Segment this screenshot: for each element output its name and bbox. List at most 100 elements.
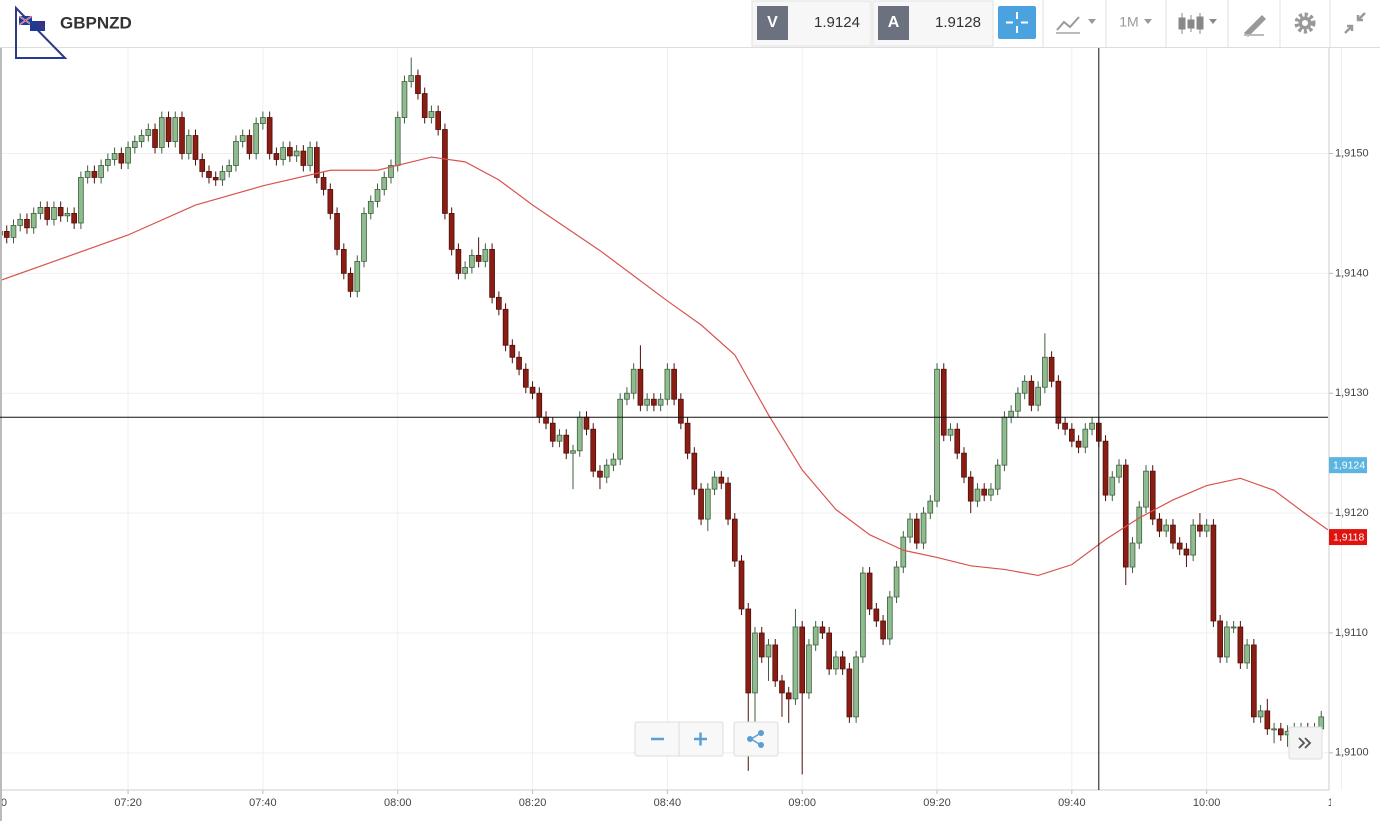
candle-body (1244, 644, 1250, 664)
candle-body (644, 398, 650, 406)
candle-body (98, 165, 104, 178)
candle-body (731, 518, 738, 562)
candle-body (745, 608, 752, 694)
candle-body (576, 416, 583, 452)
candle-body (920, 512, 927, 544)
y-tick-label: 1,9140 (1335, 267, 1369, 279)
collapse-button[interactable] (1344, 12, 1366, 34)
bid-label: V (767, 14, 778, 31)
candle-body (152, 129, 158, 148)
candle-body (1008, 410, 1014, 418)
candle-body (772, 644, 779, 682)
candle-body (394, 117, 401, 166)
candle-body (785, 692, 792, 700)
candle-body (138, 135, 145, 142)
candle-body (239, 135, 246, 142)
candle-body (1264, 710, 1271, 730)
candle-body (340, 248, 347, 274)
candle-body (1190, 524, 1197, 556)
candle-body (934, 368, 940, 502)
candle-body (698, 488, 704, 520)
candle-body (64, 213, 71, 217)
candle-body (981, 488, 988, 496)
candle-body (462, 266, 468, 274)
scroll-end-button[interactable] (1288, 726, 1323, 760)
candle-body (940, 368, 947, 436)
candle-body (408, 75, 415, 82)
candle-body (307, 147, 313, 166)
candle-body (145, 129, 152, 136)
candle-body (819, 626, 826, 634)
x-tick-label: 07:40 (249, 797, 277, 809)
y-tick-label: 1,9120 (1335, 507, 1369, 519)
candle-body (1116, 464, 1122, 478)
candle-body (549, 422, 556, 442)
candle-body (219, 171, 226, 181)
candle-body (334, 213, 340, 250)
candle-body (913, 518, 920, 544)
candle-body (671, 368, 677, 400)
ask-price: 1.9128 (935, 14, 981, 31)
candle-style-button[interactable] (1178, 13, 1217, 34)
draw-tool-button[interactable] (1244, 15, 1266, 37)
candle-body (442, 129, 448, 214)
candle-body (1210, 524, 1217, 622)
candle-body (1069, 428, 1075, 442)
candle-body (1163, 524, 1170, 532)
x-tick-label: 10:20 (1328, 797, 1356, 809)
bid-price: 1.9124 (814, 14, 860, 31)
candle-body (853, 656, 859, 718)
zoom-controls (634, 721, 1323, 760)
flag-icon (15, 5, 68, 59)
candle-body (799, 626, 806, 694)
timeframe[interactable]: 1M (1119, 14, 1138, 30)
candle-body (415, 75, 421, 94)
candle-body (1122, 464, 1129, 568)
header-bg (0, 0, 1380, 47)
candle-body (1021, 380, 1028, 394)
candle-body (293, 150, 300, 157)
candle-body (974, 488, 981, 502)
x-tick-label: 07:00 (0, 797, 7, 809)
settings-button[interactable] (1294, 12, 1316, 34)
share-button[interactable] (733, 721, 779, 757)
chart-type-button[interactable] (1056, 16, 1096, 34)
x-axis: 07:00 07:20 07:40 08:00 08:20 08:40 09:00 09:20… (0, 790, 1356, 809)
candle-body (1217, 620, 1223, 658)
candle-body (603, 464, 610, 478)
candle-body (624, 392, 630, 400)
symbol: GBPNZD (60, 13, 132, 32)
candle-body (543, 416, 549, 424)
candle-body (597, 470, 603, 478)
price-marker-label: 1,9118 (1333, 531, 1364, 543)
candle-body (455, 248, 462, 274)
candle-body (691, 452, 698, 490)
candle-body (78, 177, 84, 224)
x-tick-label: 10:00 (1193, 797, 1221, 809)
candle-body (212, 177, 219, 181)
candle-body (812, 626, 819, 646)
candle-body (873, 608, 880, 622)
candle-body (1277, 728, 1284, 736)
candle-body (367, 201, 374, 214)
candle-body (954, 428, 961, 454)
crosshair-button[interactable] (998, 6, 1036, 39)
candle-body (1251, 644, 1257, 718)
overlay (0, 48, 1328, 790)
candle-body (57, 207, 64, 217)
timeframe-button[interactable]: 1M (1119, 14, 1152, 30)
header: GBPNZD V 1.9124 A 1.9128 1M (0, 0, 1380, 59)
candle-body (496, 296, 502, 310)
candle-body (887, 596, 893, 640)
candle-body (765, 644, 772, 658)
candle-body (226, 165, 233, 172)
candle-body (1089, 422, 1095, 430)
candle-body (206, 171, 212, 178)
candle-body (435, 111, 441, 130)
ask-label: A (888, 14, 900, 31)
candle-body (91, 171, 98, 178)
y-tick-label: 1,9110 (1335, 627, 1368, 639)
zoom-in-button[interactable] (694, 732, 707, 746)
candle-body (3, 231, 10, 238)
candle-body (1102, 440, 1109, 496)
